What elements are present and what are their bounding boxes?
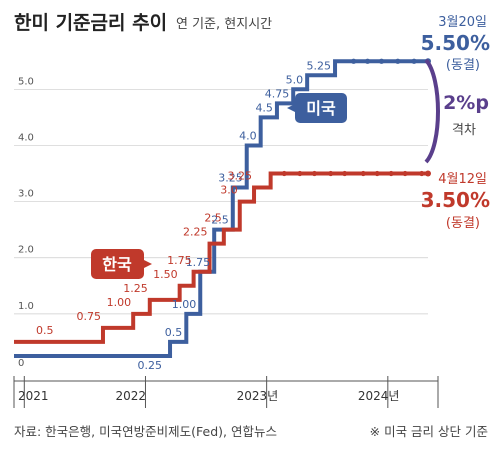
x-tick-label: 2023년 <box>237 389 279 403</box>
us-hold-marker <box>411 58 417 64</box>
us-step-label: 4.5 <box>255 101 273 114</box>
us-hold-marker <box>351 58 357 64</box>
korea-hold-marker <box>281 170 287 177</box>
korea-step-label: 1.75 <box>167 254 192 267</box>
korea-latest-rate: 3.50% <box>421 188 490 212</box>
us-step-label: 0.25 <box>138 359 163 372</box>
x-axis: 2021 2022 2023년 2024년 <box>13 376 439 408</box>
x-tick-label: 2022 <box>115 389 146 403</box>
korea-step-label: 2.25 <box>183 226 208 239</box>
chart-subtitle: 연 기준, 현지시간 <box>176 17 272 32</box>
us-tag-shape <box>287 93 347 123</box>
us-step-label: 1.75 <box>186 256 211 269</box>
source-text: 자료: 한국은행, 미국연방준비제도(Fed), 연합뉴스 <box>14 424 277 439</box>
gap-brace <box>424 58 440 164</box>
korea-latest-status: (동결) <box>446 216 480 231</box>
y-axis-ticks: 1.0 2.0 3.0 4.0 5.0 0 <box>18 76 34 369</box>
y-tick-label: 4.0 <box>18 132 34 143</box>
korea-hold-marker <box>402 170 408 177</box>
korea-tag-label: 한국 <box>102 255 132 274</box>
us-step-label: 4.0 <box>239 129 257 142</box>
us-series-tag: 미국 <box>287 93 347 123</box>
y-tick-label: 2.0 <box>18 245 34 256</box>
us-hold-marker <box>378 58 385 64</box>
gap-value: 2%p <box>443 92 489 114</box>
us-rate-line <box>14 59 428 358</box>
korea-hold-marker <box>360 170 366 177</box>
us-step-label: 0.5 <box>165 326 183 339</box>
us-step-label: 2.5 <box>211 214 229 227</box>
gridlines <box>14 88 428 315</box>
y-tick-label: 3.0 <box>18 189 34 200</box>
y-tick-label: 5.0 <box>18 76 34 87</box>
korea-step-label: 0.5 <box>36 324 54 337</box>
us-latest-date: 3월20일 <box>438 15 487 30</box>
x-tick-label: 2021 <box>18 389 49 403</box>
us-hold-marker <box>395 58 401 64</box>
korea-hold-marker <box>419 170 425 177</box>
korea-latest-date: 4월12일 <box>438 172 487 187</box>
footnote-text: ※ 미국 금리 상단 기준 <box>370 424 488 439</box>
y-tick-label: 0 <box>18 358 24 369</box>
korea-hold-marker <box>342 170 348 177</box>
gap-label: 격차 <box>452 123 476 138</box>
korea-step-label: 1.00 <box>107 296 132 309</box>
korea-hold-marker <box>328 170 334 177</box>
korea-step-label: 3.25 <box>228 170 253 183</box>
korea-tag-shape <box>91 249 152 279</box>
us-latest-status: (동결) <box>446 58 480 73</box>
us-tag-label: 미국 <box>306 99 336 118</box>
korea-step-label: 2.5 <box>204 212 222 225</box>
chart-title: 한미 기준금리 추이 <box>14 12 167 34</box>
korea-step-label: 1.25 <box>123 282 148 295</box>
us-hold-marker <box>364 58 371 64</box>
korea-hold-marker <box>388 170 394 177</box>
korea-step-label: 3.0 <box>220 184 238 197</box>
us-step-label: 1.00 <box>172 298 197 311</box>
korea-hold-marker <box>374 170 380 177</box>
korea-hold-marker <box>297 170 303 177</box>
korea-rate-line <box>14 171 428 344</box>
us-step-label: 5.0 <box>286 73 304 86</box>
korea-end-marker <box>425 170 431 177</box>
us-step-label: 3.25 <box>218 172 243 185</box>
x-tick-label: 2024년 <box>358 389 400 403</box>
korea-series-tag: 한국 <box>91 249 152 279</box>
us-step-label: 4.75 <box>265 87 290 100</box>
us-latest-rate: 5.50% <box>421 31 490 55</box>
korea-step-label: 0.75 <box>76 310 101 323</box>
step-value-labels: 0.25 0.5 1.00 1.75 2.5 3.25 4.0 4.54.755.05.25 0… <box>36 59 331 372</box>
y-tick-label: 1.0 <box>18 301 34 312</box>
series-lines <box>14 59 428 358</box>
korea-step-label: 1.50 <box>153 268 178 281</box>
us-step-label: 5.25 <box>307 59 332 72</box>
korea-hold-marker <box>311 170 318 177</box>
